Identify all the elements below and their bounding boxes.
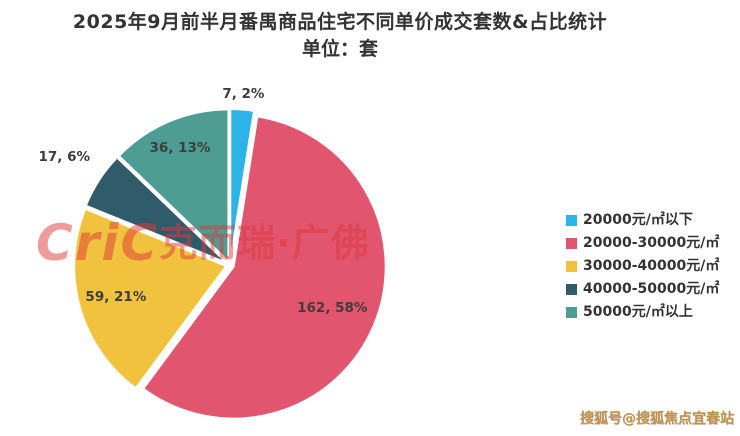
legend-label: 30000-40000元/㎡ [583,258,720,274]
pie-slice-2 [142,115,387,420]
legend-label: 20000元/㎡以下 [583,212,693,228]
legend-swatch [566,238,577,249]
sohu-watermark: 搜狐号@搜狐焦点宜春站 [580,411,734,427]
legend-swatch [566,215,577,226]
title-block: 2025年9月前半月番禺商品住宅不同单价成交套数&占比统计 单位：套 [10,8,670,62]
legend-item-1: 20000元/㎡以下 [566,213,719,228]
legend-swatch [566,307,577,318]
legend-label: 50000元/㎡以上 [583,304,693,320]
legend-item-2: 20000-30000元/㎡ [566,236,719,251]
legend: 20000元/㎡以下 20000-30000元/㎡ 30000-40000元/㎡ 40… [566,213,719,320]
pie-slice-5 [117,108,230,263]
legend-item-4: 40000-50000元/㎡ [566,282,719,297]
chart-unit-label: 单位：套 [301,38,378,60]
chart-title: 2025年9月前半月番禺商品住宅不同单价成交套数&占比统计 [72,11,608,33]
legend-item-5: 50000元/㎡以上 [566,305,719,320]
legend-label: 40000-50000元/㎡ [583,281,720,297]
pie-slice-1 [229,108,256,263]
legend-swatch [566,261,577,272]
legend-label: 20000-30000元/㎡ [583,235,720,251]
pie-slice-4 [84,156,228,264]
legend-swatch [566,284,577,295]
pie-slice-3 [73,207,228,390]
legend-item-3: 30000-40000元/㎡ [566,259,719,274]
